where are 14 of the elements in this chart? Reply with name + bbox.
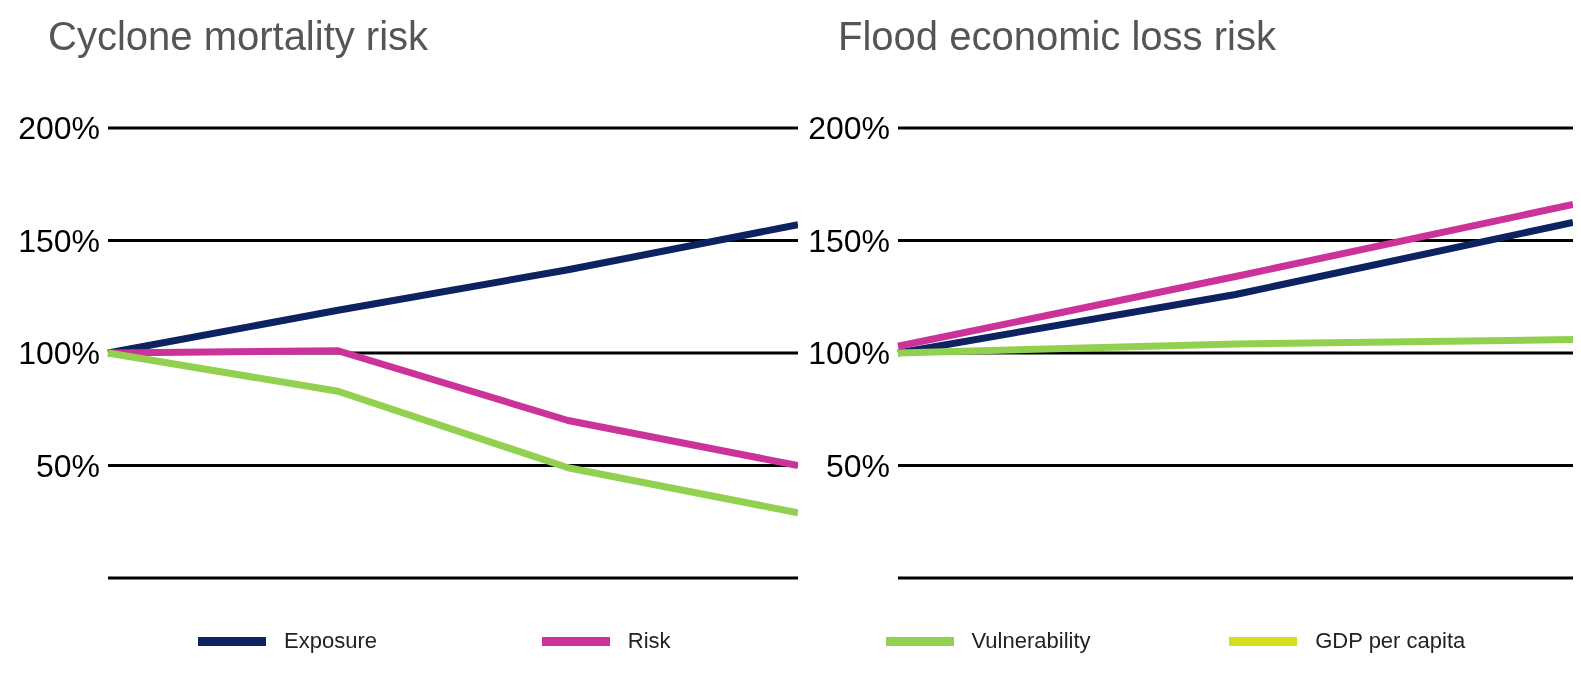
chart-title: Cyclone mortality risk [48,14,429,59]
y-tick-label: 100% [808,335,890,372]
chart-title: Flood economic loss risk [838,14,1276,59]
y-tick-label: 200% [808,110,890,147]
y-tick-label: 150% [808,222,890,259]
legend-label: Vulnerability [971,628,1091,654]
y-tick-label: 150% [18,222,100,259]
legend-label: Risk [627,628,671,654]
legend-label: GDP per capita [1315,628,1466,654]
legend-label: Exposure [284,628,377,654]
y-tick-label: 100% [18,335,100,372]
y-tick-label: 200% [18,110,100,147]
y-tick-label: 50% [35,447,100,484]
y-tick-label: 50% [825,447,890,484]
